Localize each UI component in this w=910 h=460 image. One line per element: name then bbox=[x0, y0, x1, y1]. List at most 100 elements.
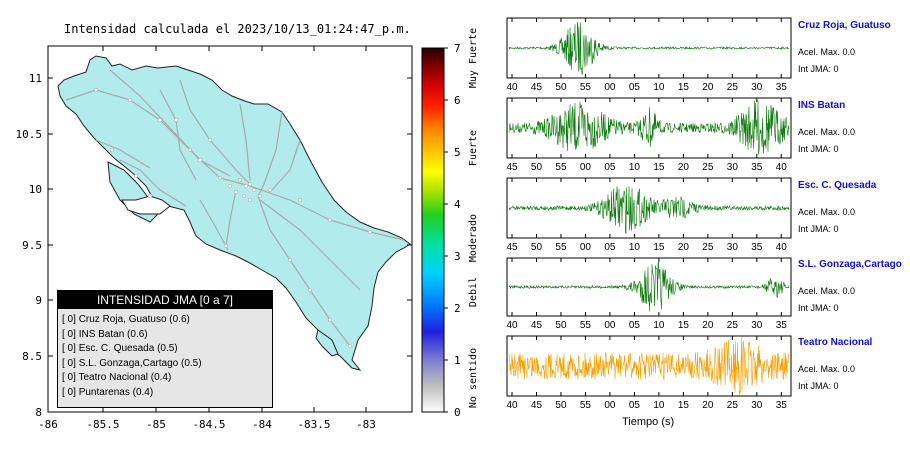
legend-item-value: (0.6) bbox=[127, 328, 148, 340]
waveform-panels: 40 45 50 55 00 05 10 15 20 25 30 35 45 50 55 00 05 10 15 20… bbox=[506, 17, 792, 411]
road-line bbox=[95, 139, 151, 169]
intensity-colorbar: 7 6 5 4 3 2 1 0 Muy Fuerte Fuerte Moderado Debil No … bbox=[421, 28, 479, 419]
wave-xtick-label: 05 bbox=[604, 162, 616, 173]
legend-item: [ 0] INS Batan (0.6) bbox=[62, 329, 148, 340]
station-acel: Acel. Max. 0.0 bbox=[798, 47, 856, 57]
colorbar-gradient bbox=[421, 47, 445, 413]
page-title: Intensidad calculada el 2023/10/13_01:24… bbox=[64, 22, 411, 36]
legend-item-name: Teatro Nacional bbox=[78, 372, 151, 383]
osa-peninsula bbox=[315, 329, 339, 357]
city-marker bbox=[297, 197, 303, 203]
waveform-trace bbox=[508, 261, 790, 312]
city-marker bbox=[127, 97, 133, 103]
gulf-nicoya bbox=[121, 195, 171, 215]
legend-item-jma: [ 0] bbox=[62, 357, 79, 369]
map-ytick-label: 8 bbox=[35, 406, 42, 419]
legend-item: [ 0] Cruz Roja, Guatuso (0.6) bbox=[62, 314, 190, 325]
map-xtick-label: -84 bbox=[252, 418, 272, 431]
wave-xtick-label: 35 bbox=[776, 320, 788, 331]
road-line bbox=[259, 199, 361, 291]
wave-xtick-label: 55 bbox=[580, 400, 592, 411]
city-marker bbox=[237, 177, 243, 183]
waveform-trace bbox=[508, 100, 790, 155]
wave-xtick-label: 35 bbox=[751, 162, 763, 173]
city-marker bbox=[157, 117, 163, 123]
map-xtick-label: -85 bbox=[146, 418, 166, 431]
station-jma: Int JMA: 0 bbox=[798, 64, 839, 74]
city-marker bbox=[367, 229, 373, 235]
station-name: Teatro Nacional bbox=[798, 337, 873, 348]
x-axis-label: Tiempo (s) bbox=[622, 416, 675, 428]
waveform-trace bbox=[508, 186, 790, 235]
legend-item-value: (0.5) bbox=[157, 343, 178, 354]
wave-xtick-label: 40 bbox=[506, 320, 518, 331]
station-name: INS Batan bbox=[798, 100, 846, 111]
map-ytick-label: 10 bbox=[29, 183, 42, 196]
city-marker bbox=[243, 183, 249, 189]
map-xtick-label: -86 bbox=[38, 418, 58, 431]
legend-item-name: Cruz Roja, Guatuso bbox=[78, 314, 170, 325]
station-jma: Int JMA: 0 bbox=[798, 144, 839, 154]
city-marker bbox=[93, 87, 99, 93]
waveform-trace bbox=[508, 21, 790, 75]
legend-item-value: (0.5) bbox=[180, 357, 202, 369]
wave-xtick-label: 45 bbox=[506, 162, 518, 173]
legend-item-name: INS Batan bbox=[78, 328, 128, 340]
city-marker bbox=[173, 117, 179, 123]
wave-xtick-label: 00 bbox=[580, 242, 592, 253]
station-acel: Acel. Max. 0.0 bbox=[798, 364, 856, 374]
station-acel: Acel. Max. 0.0 bbox=[798, 207, 856, 217]
city-marker bbox=[187, 147, 193, 153]
wave-xtick-label: 55 bbox=[555, 162, 567, 173]
wave-xtick-label: 15 bbox=[678, 400, 690, 411]
wave-xtick-label: 30 bbox=[751, 82, 763, 93]
colorbar-tick-label: 3 bbox=[454, 250, 461, 263]
colorbar-category-label: Moderado bbox=[468, 214, 479, 262]
map-xtick-label: -83 bbox=[356, 418, 376, 431]
legend-header: INTENSIDAD JMA [0 a 7] bbox=[58, 291, 272, 309]
wave-xtick-label: 15 bbox=[653, 242, 665, 253]
city-marker bbox=[223, 243, 229, 249]
road-line bbox=[225, 189, 237, 247]
wave-xtick-label: 10 bbox=[629, 242, 641, 253]
colorbar-tick-label: 4 bbox=[454, 198, 461, 211]
map-xtick-label: -84.5 bbox=[192, 418, 225, 431]
road-line bbox=[119, 159, 187, 207]
colorbar-tick-label: 5 bbox=[454, 146, 461, 159]
road-line bbox=[239, 103, 251, 181]
wave-xtick-label: 50 bbox=[555, 400, 567, 411]
city-marker bbox=[241, 193, 247, 199]
city-marker bbox=[197, 157, 203, 163]
station-acel: Acel. Max. 0.0 bbox=[798, 286, 856, 296]
city-marker bbox=[251, 187, 257, 193]
city-marker bbox=[307, 287, 313, 293]
wave-xtick-label: 55 bbox=[580, 320, 592, 331]
wave-xtick-label: 20 bbox=[702, 82, 714, 93]
city-marker bbox=[257, 193, 263, 199]
legend-item-value: (0.4) bbox=[150, 372, 172, 383]
wave-xtick-label: 20 bbox=[678, 242, 690, 253]
wave-xtick-label: 40 bbox=[776, 162, 788, 173]
wave-xtick-label: 45 bbox=[531, 320, 543, 331]
legend-item-value: (0.6) bbox=[169, 314, 190, 325]
station-name: S.L. Gonzaga,Cartago bbox=[798, 259, 902, 270]
colorbar-category-label: No sentido bbox=[468, 348, 479, 408]
road-line bbox=[159, 89, 197, 181]
wave-xtick-label: 50 bbox=[555, 320, 567, 331]
colorbar-category-label: Fuerte bbox=[468, 130, 479, 166]
city-marker bbox=[233, 189, 239, 195]
city-marker bbox=[227, 183, 233, 189]
wave-xtick-label: 40 bbox=[506, 82, 518, 93]
road-line bbox=[199, 199, 229, 251]
wave-xtick-label: 10 bbox=[629, 162, 641, 173]
city-marker bbox=[247, 197, 253, 203]
wave-xtick-label: 45 bbox=[531, 82, 543, 93]
wave-xtick-label: 05 bbox=[604, 242, 616, 253]
map-ytick-label: 11 bbox=[29, 72, 42, 85]
legend-item-jma: [ 0] bbox=[62, 328, 79, 340]
wave-xtick-label: 45 bbox=[531, 400, 543, 411]
wave-xtick-label: 20 bbox=[702, 320, 714, 331]
station-jma: Int JMA: 0 bbox=[798, 381, 839, 391]
city-marker bbox=[267, 187, 273, 193]
